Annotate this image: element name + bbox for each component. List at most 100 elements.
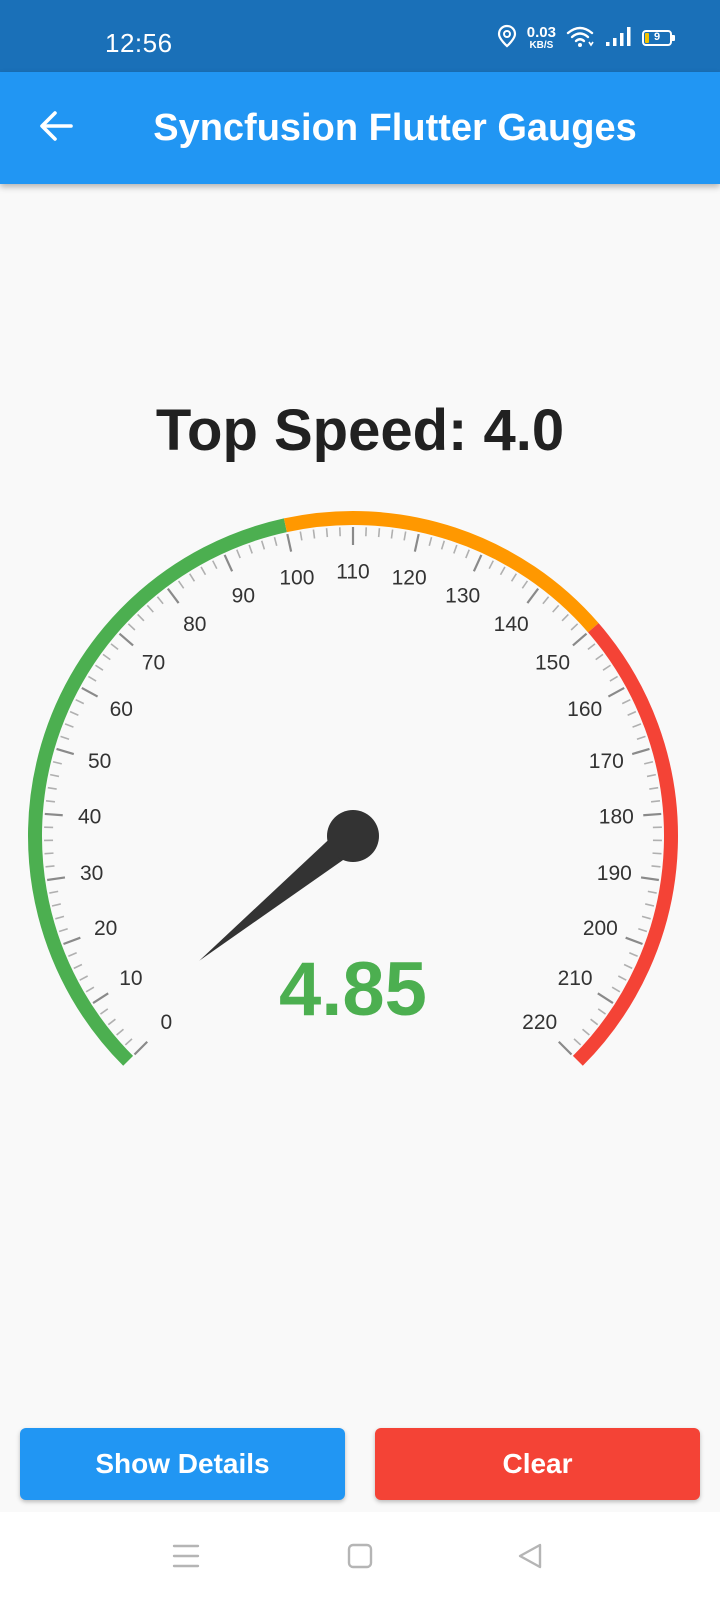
gauge-minor-tick bbox=[73, 963, 83, 970]
back-triangle-icon[interactable] bbox=[508, 1534, 552, 1578]
gauge-minor-tick bbox=[621, 698, 631, 705]
gauge-minor-tick bbox=[102, 653, 111, 661]
gauge-label-170: 170 bbox=[589, 750, 624, 773]
gauge-range-0 bbox=[28, 518, 287, 1066]
battery-icon: 9 bbox=[642, 30, 675, 46]
gauge-minor-tick bbox=[644, 760, 654, 765]
gauge-minor-tick bbox=[87, 675, 97, 682]
gauge-label-190: 190 bbox=[597, 862, 632, 885]
gauge-label-20: 20 bbox=[94, 917, 117, 940]
gauge-label-0: 0 bbox=[160, 1011, 172, 1034]
gauge-minor-tick bbox=[45, 799, 56, 803]
gauge-minor-tick bbox=[611, 986, 621, 993]
gauge-minor-tick bbox=[629, 952, 638, 958]
gauge-major-tick bbox=[413, 533, 420, 552]
gauge-minor-tick bbox=[273, 536, 278, 547]
gauge-minor-tick bbox=[325, 528, 329, 538]
gauge-major-tick bbox=[643, 812, 662, 817]
gauge-major-tick bbox=[63, 936, 81, 946]
gauge-minor-tick bbox=[403, 531, 407, 541]
gauge-minor-tick bbox=[156, 596, 164, 605]
gauge-label-60: 60 bbox=[110, 698, 133, 721]
status-icons: 0.03 KB/S 9 bbox=[487, 22, 676, 54]
app-title: Syncfusion Flutter Gauges bbox=[153, 107, 637, 149]
gauge-minor-tick bbox=[127, 623, 136, 631]
menu-icon[interactable] bbox=[164, 1534, 208, 1578]
gauge-major-tick bbox=[286, 533, 293, 552]
gauge-minor-tick bbox=[499, 566, 506, 576]
gauge-label-50: 50 bbox=[88, 750, 111, 773]
gauge-minor-tick bbox=[260, 540, 266, 550]
gauge-minor-tick bbox=[650, 799, 661, 803]
gauge-minor-tick bbox=[552, 604, 560, 613]
gauge-label-130: 130 bbox=[445, 584, 480, 607]
gauge-minor-tick bbox=[428, 536, 433, 547]
gauge-minor-tick bbox=[116, 1028, 125, 1036]
back-button[interactable] bbox=[30, 102, 82, 154]
gauge-minor-tick bbox=[85, 986, 95, 993]
speed-gauge: 0 10 20 30 40 50 60 70 80 90 100 110 120 130 140 150 160… bbox=[28, 511, 678, 1066]
gauge-minor-tick bbox=[440, 540, 446, 550]
gauge-minor-tick bbox=[64, 723, 74, 728]
home-icon[interactable] bbox=[338, 1534, 382, 1578]
gauge-minor-tick bbox=[617, 975, 627, 981]
gauge-minor-tick bbox=[645, 903, 655, 907]
gauge-major-tick bbox=[223, 554, 234, 572]
gauge-label-10: 10 bbox=[119, 967, 142, 990]
gauge-value-text: 4.85 bbox=[279, 947, 427, 1032]
gauge-major-tick bbox=[625, 936, 643, 946]
network-speed-value: 0.03 bbox=[526, 24, 556, 41]
app-bar: Syncfusion Flutter Gauges bbox=[0, 72, 720, 184]
gauge-minor-tick bbox=[137, 613, 145, 622]
gauge-major-tick bbox=[133, 1040, 149, 1056]
gauge-minor-tick bbox=[45, 865, 55, 868]
gauge-major-tick bbox=[607, 686, 625, 698]
gauge-minor-tick bbox=[623, 963, 633, 970]
gauge-minor-tick bbox=[390, 529, 394, 539]
gauge-minor-tick bbox=[609, 675, 619, 682]
gauge-minor-tick bbox=[652, 852, 662, 855]
gauge-minor-tick bbox=[510, 573, 518, 582]
gauge-range-2 bbox=[572, 623, 678, 1066]
show-details-button[interactable]: Show Details bbox=[20, 1428, 345, 1500]
network-speed: 0.03 KB/S bbox=[527, 25, 556, 51]
gauge-major-tick bbox=[631, 747, 650, 756]
gauge-minor-tick bbox=[587, 643, 596, 651]
gauge-needle-knob bbox=[327, 810, 379, 862]
gauge-major-tick bbox=[472, 554, 483, 572]
gauge-minor-tick bbox=[49, 773, 60, 778]
gauge-minor-tick bbox=[188, 573, 196, 582]
gauge-minor-tick bbox=[465, 549, 470, 559]
gauge-label-180: 180 bbox=[599, 806, 634, 829]
gauge-major-tick bbox=[526, 587, 540, 604]
gauge-minor-tick bbox=[75, 698, 85, 705]
gauge-minor-tick bbox=[581, 1028, 590, 1036]
gauge-minor-tick bbox=[44, 852, 54, 855]
gauge-minor-tick bbox=[60, 735, 70, 740]
system-nav-bar bbox=[0, 1512, 720, 1600]
gauge-label-220: 220 bbox=[522, 1011, 557, 1034]
gauge-major-tick bbox=[56, 747, 75, 756]
network-speed-unit: KB/S bbox=[529, 40, 554, 51]
gauge-minor-tick bbox=[649, 786, 659, 790]
gauge-label-70: 70 bbox=[142, 652, 165, 675]
gauge-minor-tick bbox=[51, 903, 61, 907]
gauge-minor-tick bbox=[627, 710, 637, 717]
gauge-minor-tick bbox=[146, 604, 154, 613]
gauge-label-100: 100 bbox=[279, 567, 314, 590]
gauge-minor-tick bbox=[248, 544, 253, 554]
wifi-icon bbox=[566, 24, 594, 53]
gauge-major-tick bbox=[92, 992, 109, 1004]
gauge-minor-tick bbox=[95, 664, 104, 671]
gauge-minor-tick bbox=[52, 760, 62, 765]
gauge-minor-tick bbox=[177, 580, 185, 589]
gauge-minor-tick bbox=[69, 710, 79, 717]
clear-button[interactable]: Clear bbox=[375, 1428, 700, 1500]
gauge-minor-tick bbox=[49, 890, 59, 894]
gauge-minor-tick bbox=[570, 623, 579, 631]
gauge-minor-tick bbox=[107, 1018, 116, 1026]
gauge-minor-tick bbox=[453, 544, 458, 554]
top-speed-label: Top Speed: 4.0 bbox=[155, 398, 565, 463]
gauge-label-80: 80 bbox=[183, 613, 206, 636]
status-bar: 12:56 0.03 KB/S bbox=[0, 0, 720, 72]
